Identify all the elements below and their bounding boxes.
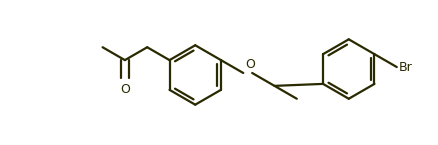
Text: Br: Br — [398, 61, 412, 74]
Text: O: O — [120, 83, 130, 96]
Text: O: O — [245, 58, 254, 71]
